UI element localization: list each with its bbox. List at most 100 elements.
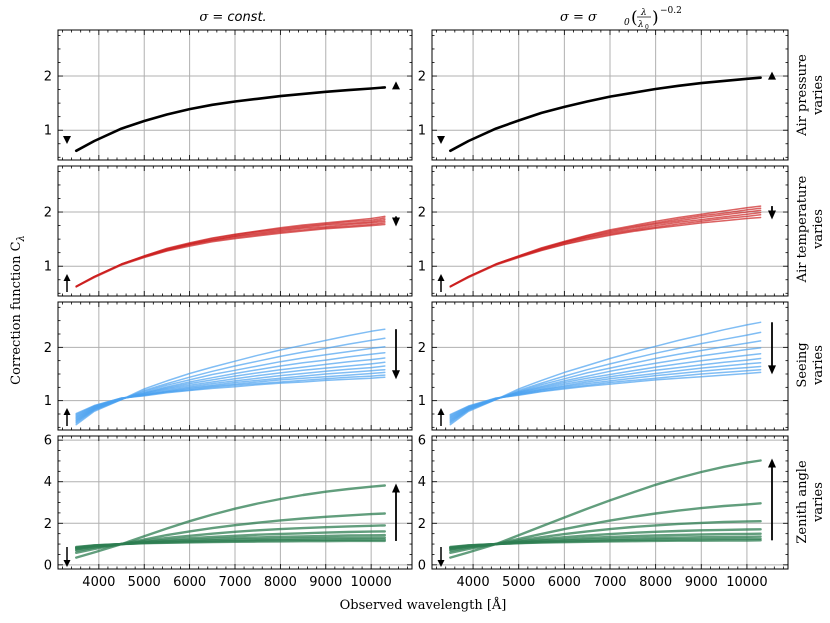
series-line-9 (449, 371, 762, 416)
y-tick-label: 1 (418, 260, 426, 275)
series-line-7 (449, 365, 762, 418)
right-arrow-marker (768, 71, 776, 80)
panel-r1-c0: 12 (44, 165, 413, 297)
right-arrow-marker (392, 81, 400, 90)
series-line-0 (449, 76, 762, 153)
row-label-air-temperature: Air temperature varies (795, 175, 826, 283)
svg-text:Air pressure: Air pressure (795, 54, 810, 137)
right-arrow-head (392, 483, 400, 493)
y-tick-label: 2 (44, 517, 52, 532)
svg-text:Seeing: Seeing (795, 342, 810, 387)
x-tick-label: 4000 (457, 575, 490, 590)
svg-text:): ) (652, 8, 659, 28)
y-tick-label: 6 (418, 434, 426, 449)
series-line-3 (75, 218, 386, 288)
row-label-seeing: Seeing varies (795, 342, 826, 387)
series-line-0 (75, 484, 386, 559)
panel-r1-c1: 12 (418, 165, 789, 297)
x-tick-label: 5000 (128, 575, 161, 590)
panel-r3-c1: 0 2 4 6 4000 5000 6000 7000 8000 9000 10000 (418, 434, 789, 590)
svg-text:σ = σ: σ = σ (560, 10, 598, 25)
series-line-5 (75, 215, 386, 288)
y-tick-label: 1 (44, 394, 52, 409)
series-line-2 (449, 211, 762, 288)
x-tick-label: 4000 (82, 575, 115, 590)
y-tick-label: 2 (418, 70, 426, 85)
x-axis-label: Observed wavelength [Å] (340, 597, 507, 613)
y-tick-label: 2 (418, 206, 426, 221)
series-line-0 (449, 216, 762, 288)
y-tick-label: 1 (44, 124, 52, 139)
panel-r2-c1: 12 (418, 301, 789, 431)
y-tick-label: 0 (418, 558, 426, 573)
right-arrow-head (392, 370, 400, 380)
column-title-left: σ = const. (199, 10, 266, 25)
panel-r0-c0: 12 (44, 29, 413, 161)
svg-text:−0.2: −0.2 (660, 6, 682, 16)
y-tick-label: 1 (44, 260, 52, 275)
x-tick-label: 9000 (685, 575, 718, 590)
left-arrow-head (437, 560, 445, 567)
y-tick-label: 4 (44, 475, 52, 490)
x-tick-label: 8000 (639, 575, 672, 590)
series-line-0 (75, 223, 386, 288)
y-tick-label: 4 (418, 475, 426, 490)
y-axis-label: Correction function Cλ (9, 235, 27, 385)
x-tick-label: 8000 (264, 575, 297, 590)
x-tick-label: 5000 (502, 575, 535, 590)
x-tick-label: 6000 (548, 575, 581, 590)
series-line-1 (449, 214, 762, 288)
x-tick-label: 7000 (593, 575, 626, 590)
series-line-8 (449, 368, 762, 417)
y-tick-label: 2 (44, 70, 52, 85)
left-arrow-marker (63, 136, 71, 144)
x-tick-label: 9000 (309, 575, 342, 590)
left-arrow-head (437, 408, 445, 415)
column-title-right: σ = σ 0 ( λ λ 0 ) −0.2 (560, 6, 682, 31)
panel-r2-c0: 12 (44, 301, 413, 431)
y-tick-label: 2 (418, 341, 426, 356)
x-tick-label: 10000 (350, 575, 391, 590)
y-tick-label: 2 (44, 341, 52, 356)
panel-r0-c1: 12 (418, 29, 789, 161)
svg-text:varies: varies (811, 75, 826, 116)
series-line-10 (75, 376, 386, 415)
svg-text:0: 0 (624, 18, 630, 28)
series-line-5 (449, 205, 762, 288)
left-arrow-marker (437, 136, 445, 144)
y-tick-label: 6 (44, 434, 52, 449)
series-line-7 (75, 539, 386, 549)
x-tick-label: 7000 (218, 575, 251, 590)
svg-text:(: ( (631, 8, 638, 28)
svg-text:varies: varies (811, 482, 826, 523)
svg-text:Air temperature: Air temperature (795, 175, 810, 283)
y-tick-label: 2 (418, 517, 426, 532)
right-arrow-head (768, 210, 776, 220)
left-arrow-head (63, 408, 71, 415)
series-line-1 (75, 222, 386, 288)
right-arrow-head (768, 458, 776, 468)
row-label-air-pressure: Air pressure varies (795, 54, 826, 137)
panel-r3-c0: 0 2 4 6 4000 5000 6000 7000 8000 9000 10000 (44, 434, 413, 590)
svg-text:varies: varies (811, 209, 826, 250)
left-arrow-head (63, 274, 71, 281)
row-label-zenith-angle: Zenith angle varies (795, 460, 826, 544)
series-line-1 (449, 502, 762, 554)
x-tick-label: 6000 (173, 575, 206, 590)
svg-text:0: 0 (645, 24, 649, 31)
svg-text:Zenith angle: Zenith angle (795, 460, 810, 544)
svg-text:λ: λ (637, 20, 644, 30)
series-line-6 (449, 362, 762, 419)
y-tick-label: 1 (418, 124, 426, 139)
right-arrow-head (392, 217, 400, 227)
series-line-0 (74, 86, 387, 153)
series-line-7 (449, 539, 762, 549)
left-arrow-head (437, 274, 445, 281)
x-tick-label: 10000 (726, 575, 767, 590)
y-tick-label: 1 (418, 394, 426, 409)
left-arrow-head (63, 560, 71, 567)
right-arrow-head (768, 365, 776, 375)
y-tick-label: 2 (44, 206, 52, 221)
